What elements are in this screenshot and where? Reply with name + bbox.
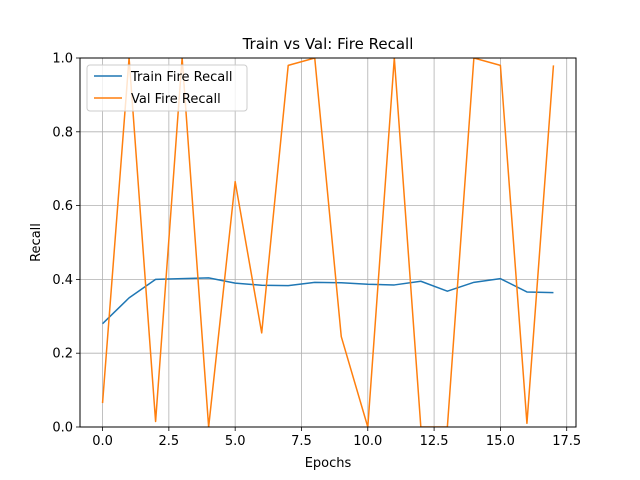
y-tick-label: 0.2: [52, 347, 73, 362]
x-tick-label: 10.0: [353, 434, 382, 449]
y-tick-label: 0.6: [52, 199, 73, 214]
legend-label-val: Val Fire Recall: [131, 92, 221, 107]
legend-label-train: Train Fire Recall: [130, 70, 232, 85]
series-layer: [101, 58, 555, 427]
chart-title: Train vs Val: Fire Recall: [242, 35, 414, 53]
y-tick-label: 0.0: [52, 421, 73, 436]
series-line-val: [101, 58, 555, 427]
legend-box: [86, 64, 248, 112]
x-tick-label: 7.5: [291, 434, 312, 449]
y-tick-label: 0.4: [52, 273, 73, 288]
x-tick-label: 15.0: [486, 434, 515, 449]
x-tick-label: 2.5: [159, 434, 180, 449]
legend: Train Fire Recall Val Fire Recall: [86, 64, 248, 112]
y-axis-label: Recall: [29, 223, 44, 262]
x-tick-label: 5.0: [225, 434, 246, 449]
plot-area-frame: [79, 57, 577, 428]
y-tick-label: 0.8: [52, 125, 73, 140]
x-tick-label: 0.0: [92, 434, 113, 449]
x-tick-label: 12.5: [420, 434, 449, 449]
series-line-train: [102, 277, 554, 325]
plot-area-background: [80, 58, 576, 427]
x-axis-label: Epochs: [305, 456, 352, 471]
axis-ticks: 0.0 2.5 5.0 7.5 10.0 12.5 15.0 17.5 0.0 0.2 0.4 0.6…: [52, 52, 581, 450]
y-tick-label: 1.0: [52, 52, 73, 67]
x-tick-label: 17.5: [552, 434, 581, 449]
